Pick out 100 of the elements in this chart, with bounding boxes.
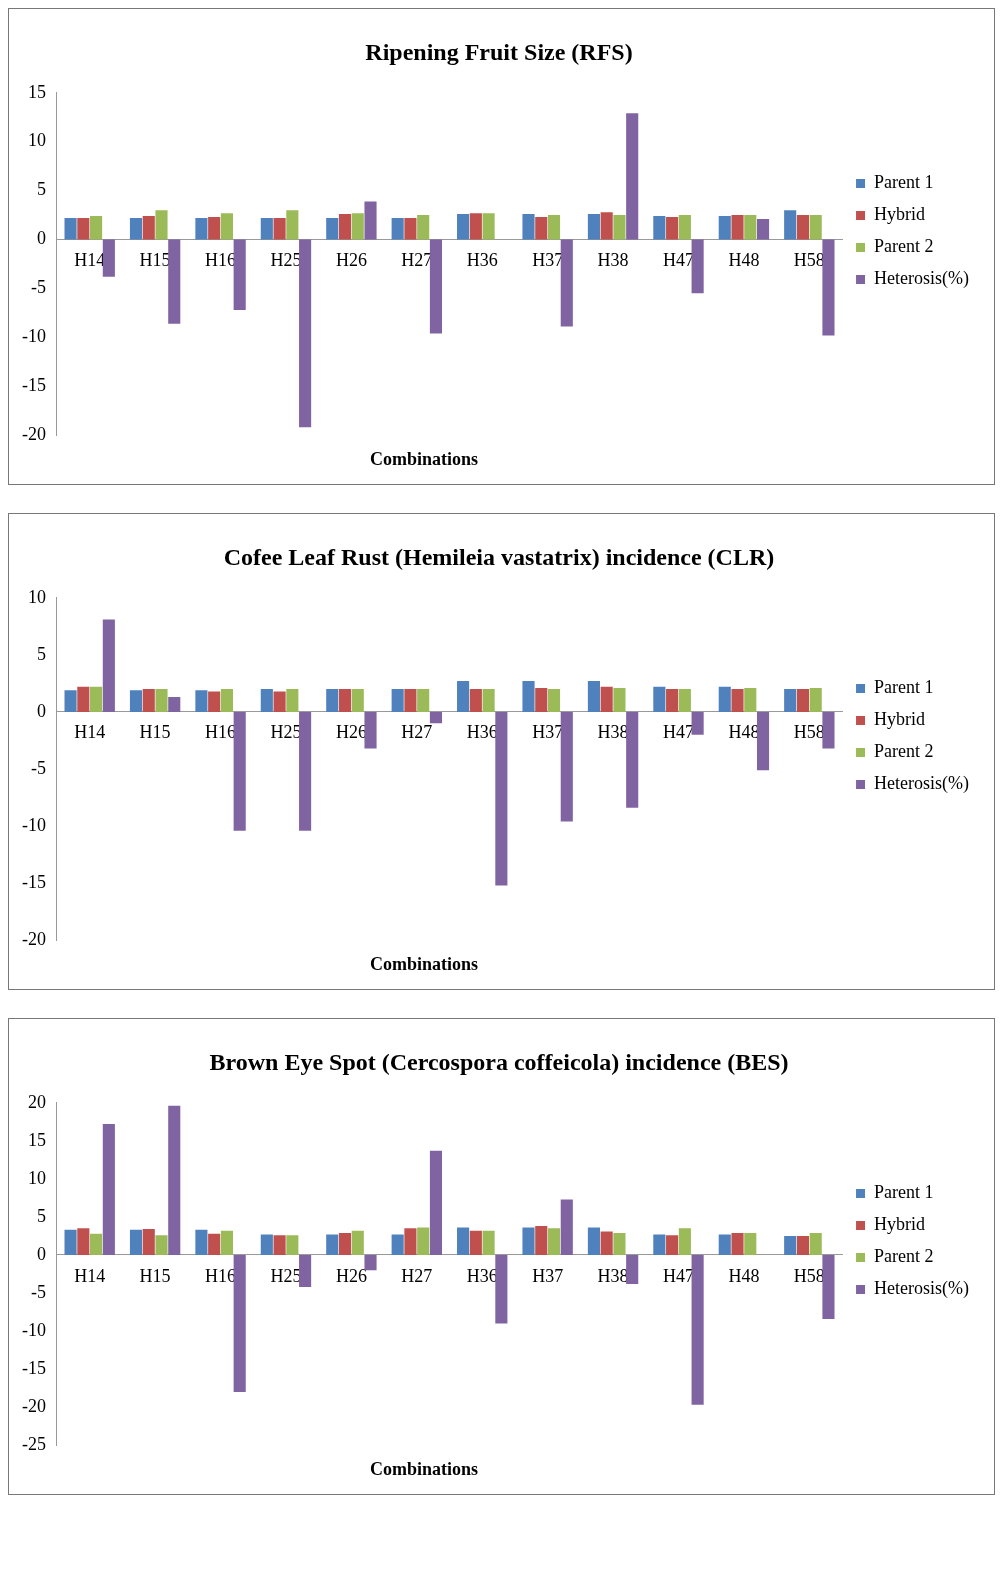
y-tick-label: 0 (36, 700, 46, 721)
x-axis-title: Combinations (369, 449, 479, 471)
bar (351, 213, 364, 240)
bar (482, 213, 495, 240)
y-tick-label: -5 (30, 277, 46, 298)
bar (626, 113, 639, 240)
y-tick-label: -5 (30, 757, 46, 778)
bar (64, 690, 77, 712)
y-tick-label: 5 (36, 179, 46, 200)
bar (678, 689, 691, 712)
y-tick-label: -15 (21, 871, 46, 892)
y-tick-label: 10 (27, 586, 46, 607)
bar (286, 210, 299, 240)
bar (129, 690, 143, 712)
bar (326, 218, 339, 240)
bar (482, 689, 495, 712)
bar (417, 689, 430, 712)
bar (822, 1254, 835, 1319)
bar (691, 711, 704, 735)
y-tick-label: 5 (36, 643, 46, 664)
bar (391, 1234, 404, 1255)
bar (142, 216, 155, 240)
x-tick-label: H26 (335, 1265, 367, 1286)
bar (626, 1254, 639, 1284)
x-tick-label: H38 (597, 250, 629, 271)
bar (547, 1228, 561, 1255)
y-tick-label: 10 (27, 1167, 46, 1188)
bar (587, 1227, 600, 1255)
y-tick-label: -25 (21, 1433, 46, 1454)
bar (90, 686, 103, 712)
legend-label: Parent 1 (874, 172, 934, 193)
bar (796, 215, 810, 240)
bar (233, 1254, 246, 1392)
x-tick-label: H47 (662, 250, 694, 271)
bar (796, 1235, 810, 1255)
bar (653, 216, 666, 240)
bar (522, 681, 535, 712)
bar (299, 239, 312, 428)
x-tick-label: H26 (335, 250, 367, 271)
bar (404, 689, 417, 712)
bar (731, 1232, 744, 1255)
x-tick-label: H36 (466, 250, 498, 271)
bar (653, 1234, 666, 1255)
bar (560, 711, 573, 822)
bar (666, 1235, 679, 1255)
legend-label: Parent 2 (874, 236, 934, 257)
bar (784, 1235, 797, 1255)
bar (220, 689, 233, 712)
bar (587, 214, 600, 240)
y-tick-label: -15 (21, 375, 46, 396)
legend-label: Hybrid (874, 204, 926, 225)
x-tick-label: H47 (662, 1265, 694, 1286)
legend-label: Parent 2 (874, 741, 934, 762)
bar (535, 687, 548, 712)
bar (77, 1228, 90, 1255)
bar (744, 1232, 757, 1255)
bar (822, 239, 835, 336)
bar (90, 1233, 103, 1255)
bar (404, 218, 417, 240)
y-tick-label: -10 (21, 1319, 46, 1340)
bar (195, 690, 208, 712)
x-tick-label: H38 (597, 1265, 629, 1286)
bar (756, 219, 770, 240)
bar (678, 1228, 691, 1255)
bar (233, 711, 246, 831)
bar (208, 1233, 221, 1255)
x-tick-label: H15 (139, 722, 171, 743)
bar (522, 214, 535, 240)
bar (809, 1232, 822, 1255)
x-tick-label: H27 (401, 722, 433, 743)
bar (129, 1229, 143, 1255)
bar (718, 686, 731, 712)
bar (469, 689, 482, 712)
bar (796, 689, 810, 712)
bar (653, 686, 666, 712)
legend-label: Heterosis(%) (874, 773, 970, 795)
x-tick-label: H36 (466, 722, 498, 743)
bar (77, 218, 90, 240)
bar (718, 216, 731, 240)
bar (809, 687, 822, 712)
chart-title: Cofee Leaf Rust (Hemileia vastatrix) incidence (CLR) (223, 543, 775, 570)
bar (155, 210, 168, 240)
x-tick-label: H38 (597, 722, 629, 743)
chart-title: Brown Eye Spot (Cercospora coffeicola) incidence (BES) (209, 1048, 789, 1075)
bar (351, 689, 364, 712)
bar (417, 215, 430, 240)
bar (495, 711, 508, 886)
bar (77, 686, 90, 712)
x-tick-label: H14 (74, 722, 106, 743)
bar (299, 1254, 312, 1287)
x-tick-label: H48 (728, 250, 760, 271)
bar (822, 711, 835, 749)
bar (220, 1230, 233, 1255)
bar (64, 218, 77, 240)
x-tick-label: H37 (532, 250, 564, 271)
bar (744, 687, 757, 712)
bar (260, 218, 273, 240)
bar (195, 218, 208, 240)
bar (429, 711, 442, 724)
bar (560, 1199, 573, 1255)
